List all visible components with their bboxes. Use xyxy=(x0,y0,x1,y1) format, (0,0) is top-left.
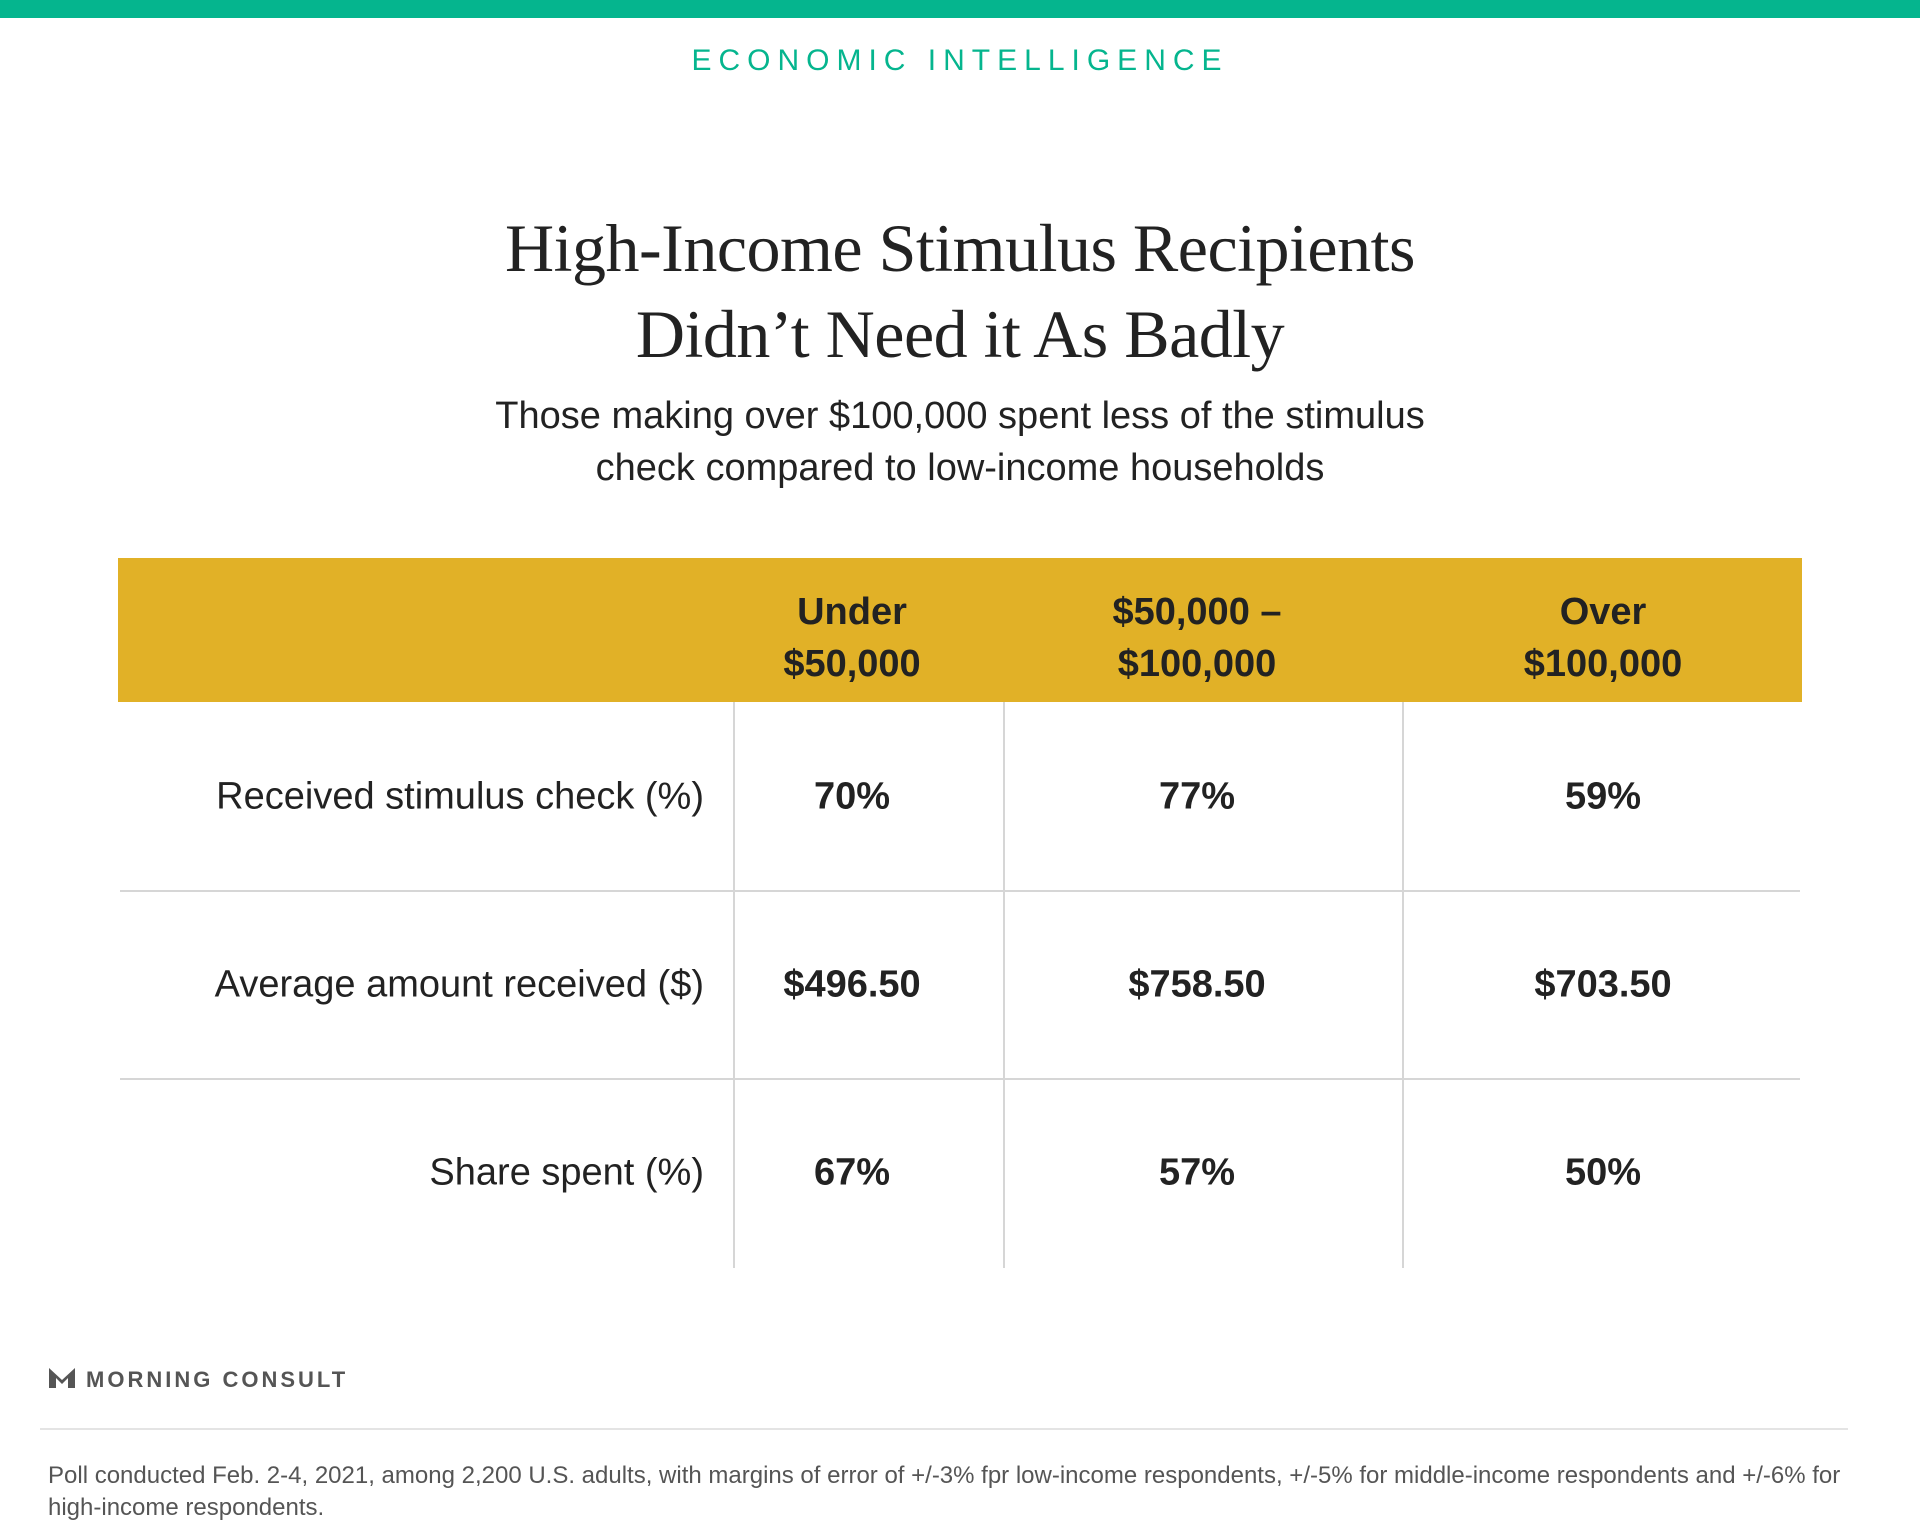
column-header-line: $50,000 – xyxy=(1112,591,1282,633)
column-header-line: Over xyxy=(1559,591,1647,633)
chart-subtitle-line-2: check compared to low-income households xyxy=(595,447,1325,489)
footer-divider xyxy=(40,1428,1848,1430)
chart-subtitle: Those making over $100,000 spent less of… xyxy=(0,390,1920,494)
chart-title-line-2: Didn’t Need it As Badly xyxy=(635,296,1285,372)
table-cell: $758.50 xyxy=(1128,963,1266,1006)
column-header-50k-100k: $50,000 – $100,000 xyxy=(1006,586,1388,690)
data-table: Under $50,000 $50,000 – $100,000 Over $1… xyxy=(118,558,1802,1268)
methodology-note: Poll conducted Feb. 2-4, 2021, among 2,2… xyxy=(48,1462,1841,1521)
table-cell: 70% xyxy=(813,775,891,818)
row-divider xyxy=(120,890,1800,892)
table-header: Under $50,000 $50,000 – $100,000 Over $1… xyxy=(118,558,1802,702)
row-label: Share spent (%) xyxy=(429,1151,704,1194)
row-label: Average amount received ($) xyxy=(214,963,704,1006)
table-row: Share spent (%) 67% 57% 50% xyxy=(118,1080,1802,1266)
chart-title-line-1: High-Income Stimulus Recipients xyxy=(505,210,1415,286)
table-cell: 57% xyxy=(1158,1151,1236,1194)
column-header-line: $50,000 xyxy=(783,643,921,685)
column-divider xyxy=(1003,702,1005,1268)
table-row: Average amount received ($) $496.50 $758… xyxy=(118,892,1802,1078)
table-cell: 77% xyxy=(1158,775,1236,818)
table-cell: 59% xyxy=(1564,775,1642,818)
section-kicker: ECONOMIC INTELLIGENCE xyxy=(691,44,1229,77)
chart-subtitle-line-1: Those making over $100,000 spent less of… xyxy=(495,395,1425,437)
column-header-line: $100,000 xyxy=(1117,643,1277,685)
row-divider xyxy=(120,1078,1800,1080)
table-row: Received stimulus check (%) 70% 77% 59% xyxy=(118,704,1802,890)
table-cell: $496.50 xyxy=(783,963,921,1006)
column-header-line: Under xyxy=(797,591,907,633)
column-header-under-50k: Under $50,000 xyxy=(734,586,970,690)
table-cell: 67% xyxy=(813,1151,891,1194)
table-cell: $703.50 xyxy=(1534,963,1672,1006)
morning-consult-m-icon xyxy=(49,1368,75,1388)
table-cell: 50% xyxy=(1564,1151,1642,1194)
brand-name: MORNING CONSULT xyxy=(86,1367,349,1392)
column-header-line: $100,000 xyxy=(1523,643,1683,685)
row-label: Received stimulus check (%) xyxy=(216,775,704,818)
chart-title: High-Income Stimulus Recipients Didn’t N… xyxy=(0,205,1920,377)
column-divider xyxy=(1402,702,1404,1268)
column-divider xyxy=(733,702,735,1268)
top-accent-bar xyxy=(0,0,1920,18)
column-header-over-100k: Over $100,000 xyxy=(1404,586,1802,690)
